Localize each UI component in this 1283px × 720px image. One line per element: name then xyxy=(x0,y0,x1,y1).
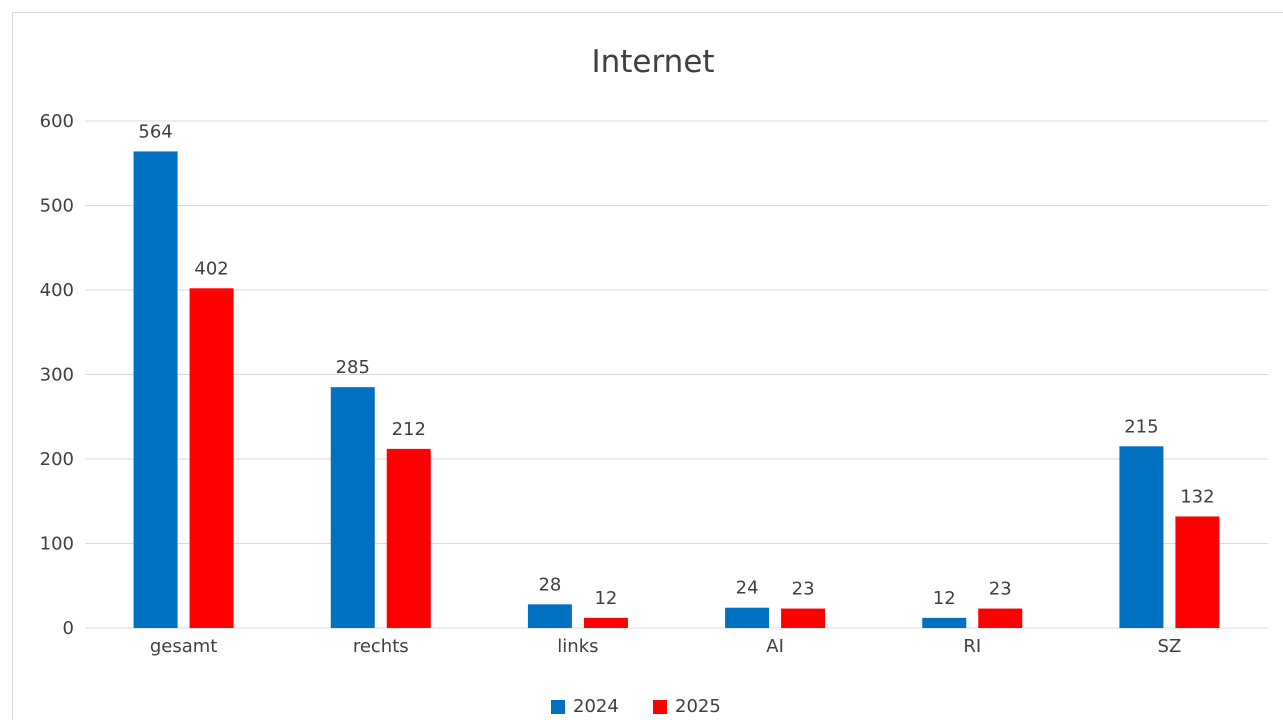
data-label-2024-rechts: 285 xyxy=(336,357,370,378)
grid-layer: 0 100 200 300 400 500 600 xyxy=(40,111,1268,639)
bar-2024-ai xyxy=(725,607,770,628)
data-label-2025-ri: 23 xyxy=(989,579,1012,600)
bar-2024-gesamt xyxy=(133,151,178,629)
x-tick-label: links xyxy=(557,636,598,657)
data-label-2024-gesamt: 564 xyxy=(138,121,172,142)
data-label-2025-gesamt: 402 xyxy=(194,258,228,279)
data-label-2024-links: 28 xyxy=(538,574,561,595)
bar-2025-rechts xyxy=(386,448,431,628)
data-label-2025-sz: 132 xyxy=(1180,486,1214,507)
y-tick-label: 300 xyxy=(40,365,74,386)
legend: 2024 2025 xyxy=(551,696,721,717)
bar-2024-ri xyxy=(922,617,967,628)
legend-label-2024: 2024 xyxy=(573,696,619,717)
x-tick-label: rechts xyxy=(353,636,409,657)
bar-2024-rechts xyxy=(330,387,375,628)
legend-swatch-2024 xyxy=(551,700,565,714)
y-tick-label: 600 xyxy=(40,111,74,132)
labels-layer: 564 402 gesamt 285 212 rechts 28 12 links 24 23 AI 1… xyxy=(138,121,1214,657)
legend-label-2025: 2025 xyxy=(675,696,721,717)
bar-2025-links xyxy=(583,617,628,628)
bar-2024-sz xyxy=(1119,446,1164,628)
data-label-2025-ai: 23 xyxy=(792,579,815,600)
y-tick-label: 500 xyxy=(40,196,74,217)
bar-2024-links xyxy=(527,604,572,628)
data-label-2024-ai: 24 xyxy=(736,578,759,599)
y-tick-label: 0 xyxy=(63,618,74,639)
data-label-2024-sz: 215 xyxy=(1124,416,1158,437)
y-tick-label: 400 xyxy=(40,280,74,301)
legend-swatch-2025 xyxy=(653,700,667,714)
bars-layer xyxy=(133,151,1220,629)
bar-2025-gesamt xyxy=(189,288,234,628)
data-label-2025-links: 12 xyxy=(594,588,617,609)
data-label-2025-rechts: 212 xyxy=(392,419,426,440)
y-tick-label: 200 xyxy=(40,449,74,470)
data-label-2024-ri: 12 xyxy=(933,588,956,609)
x-tick-label: RI xyxy=(963,636,981,657)
x-tick-label: gesamt xyxy=(150,636,218,657)
bar-2025-sz xyxy=(1175,516,1220,628)
bar-2025-ai xyxy=(781,608,826,628)
bar-2025-ri xyxy=(978,608,1023,628)
x-tick-label: AI xyxy=(766,636,784,657)
x-tick-label: SZ xyxy=(1158,636,1182,657)
chart-title: Internet xyxy=(591,44,714,80)
y-tick-label: 100 xyxy=(40,534,74,555)
